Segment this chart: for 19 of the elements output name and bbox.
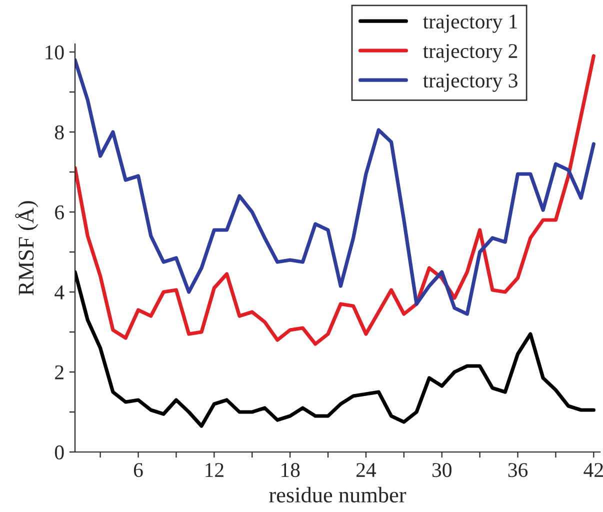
legend-label: trajectory 3 [423, 74, 518, 92]
y-tick-label: 8 [54, 125, 64, 140]
x-tick-label: 24 [356, 463, 376, 477]
x-tick-label: 36 [508, 463, 528, 478]
x-tick-label: 12 [206, 463, 224, 477]
y-tick-label: 10 [46, 45, 64, 60]
y-tick-label: 6 [55, 205, 64, 220]
x-axis-title: residue number [269, 486, 406, 503]
line-series [75, 270, 596, 428]
y-axis-title: RMSF (Å) [15, 201, 38, 296]
x-tick-label: 18 [281, 463, 300, 478]
x-tick-label: 30 [432, 463, 452, 478]
y-tick-label: 4 [54, 286, 64, 300]
x-tick-label: 42 [584, 463, 603, 477]
legend-label: trajectory 1 [423, 14, 517, 33]
legend-label: trajectory 2 [423, 44, 518, 62]
x-tick-label: 6 [134, 463, 143, 478]
y-tick-label: 0 [54, 445, 64, 460]
y-tick-label: 2 [55, 365, 64, 380]
